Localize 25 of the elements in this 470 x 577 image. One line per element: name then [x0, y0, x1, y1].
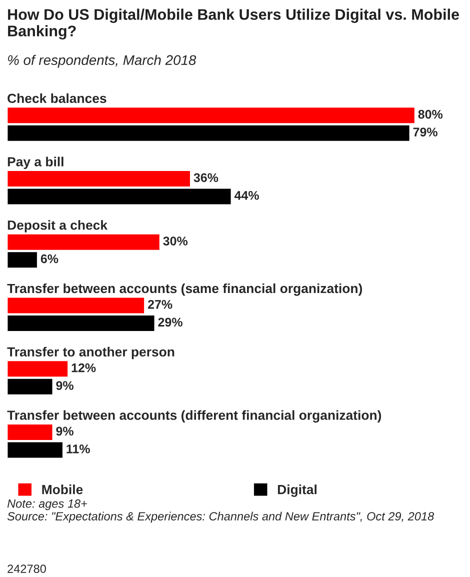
y-tick-label: Transfer between accounts (same financial organization): [7, 283, 362, 296]
data-label: 80%: [418, 110, 443, 119]
y-tick-label: Transfer between accounts (different financial organization): [7, 410, 382, 423]
y-tick-label: Deposit a check: [8, 220, 108, 232]
text: Note: ages 18+: [7, 499, 88, 510]
chart-title: How Do US Digital/Mobile Bank Users Utilize Digital vs. Mobile Banking?: [8, 8, 459, 40]
y-tick-label: Pay a bill: [8, 156, 64, 170]
data-label: 6%: [40, 254, 58, 264]
data-label: 36%: [194, 173, 218, 182]
data-label: 9%: [56, 381, 74, 390]
data-label: 27%: [148, 300, 172, 309]
data-label: 29%: [158, 318, 182, 327]
data-label: 30%: [163, 236, 188, 246]
data-label: 44%: [234, 191, 259, 200]
y-tick-label: Check balances: [8, 93, 106, 104]
text: 242780: [8, 564, 46, 573]
y-tick-label: Transfer to another person: [7, 346, 174, 360]
data-label: 12%: [72, 363, 96, 372]
chart-subtitle: % of respondents, March 2018: [8, 54, 196, 68]
data-label: 79%: [413, 128, 438, 136]
data-label: 11%: [66, 444, 90, 454]
source-note: Source: "Expectations & Experiences: Channels and New Entrants", Oct 29, 2018: [7, 512, 434, 523]
legend-label: Mobile: [42, 484, 83, 494]
data-label: 9%: [56, 426, 74, 436]
legend-label: Digital: [278, 484, 316, 497]
